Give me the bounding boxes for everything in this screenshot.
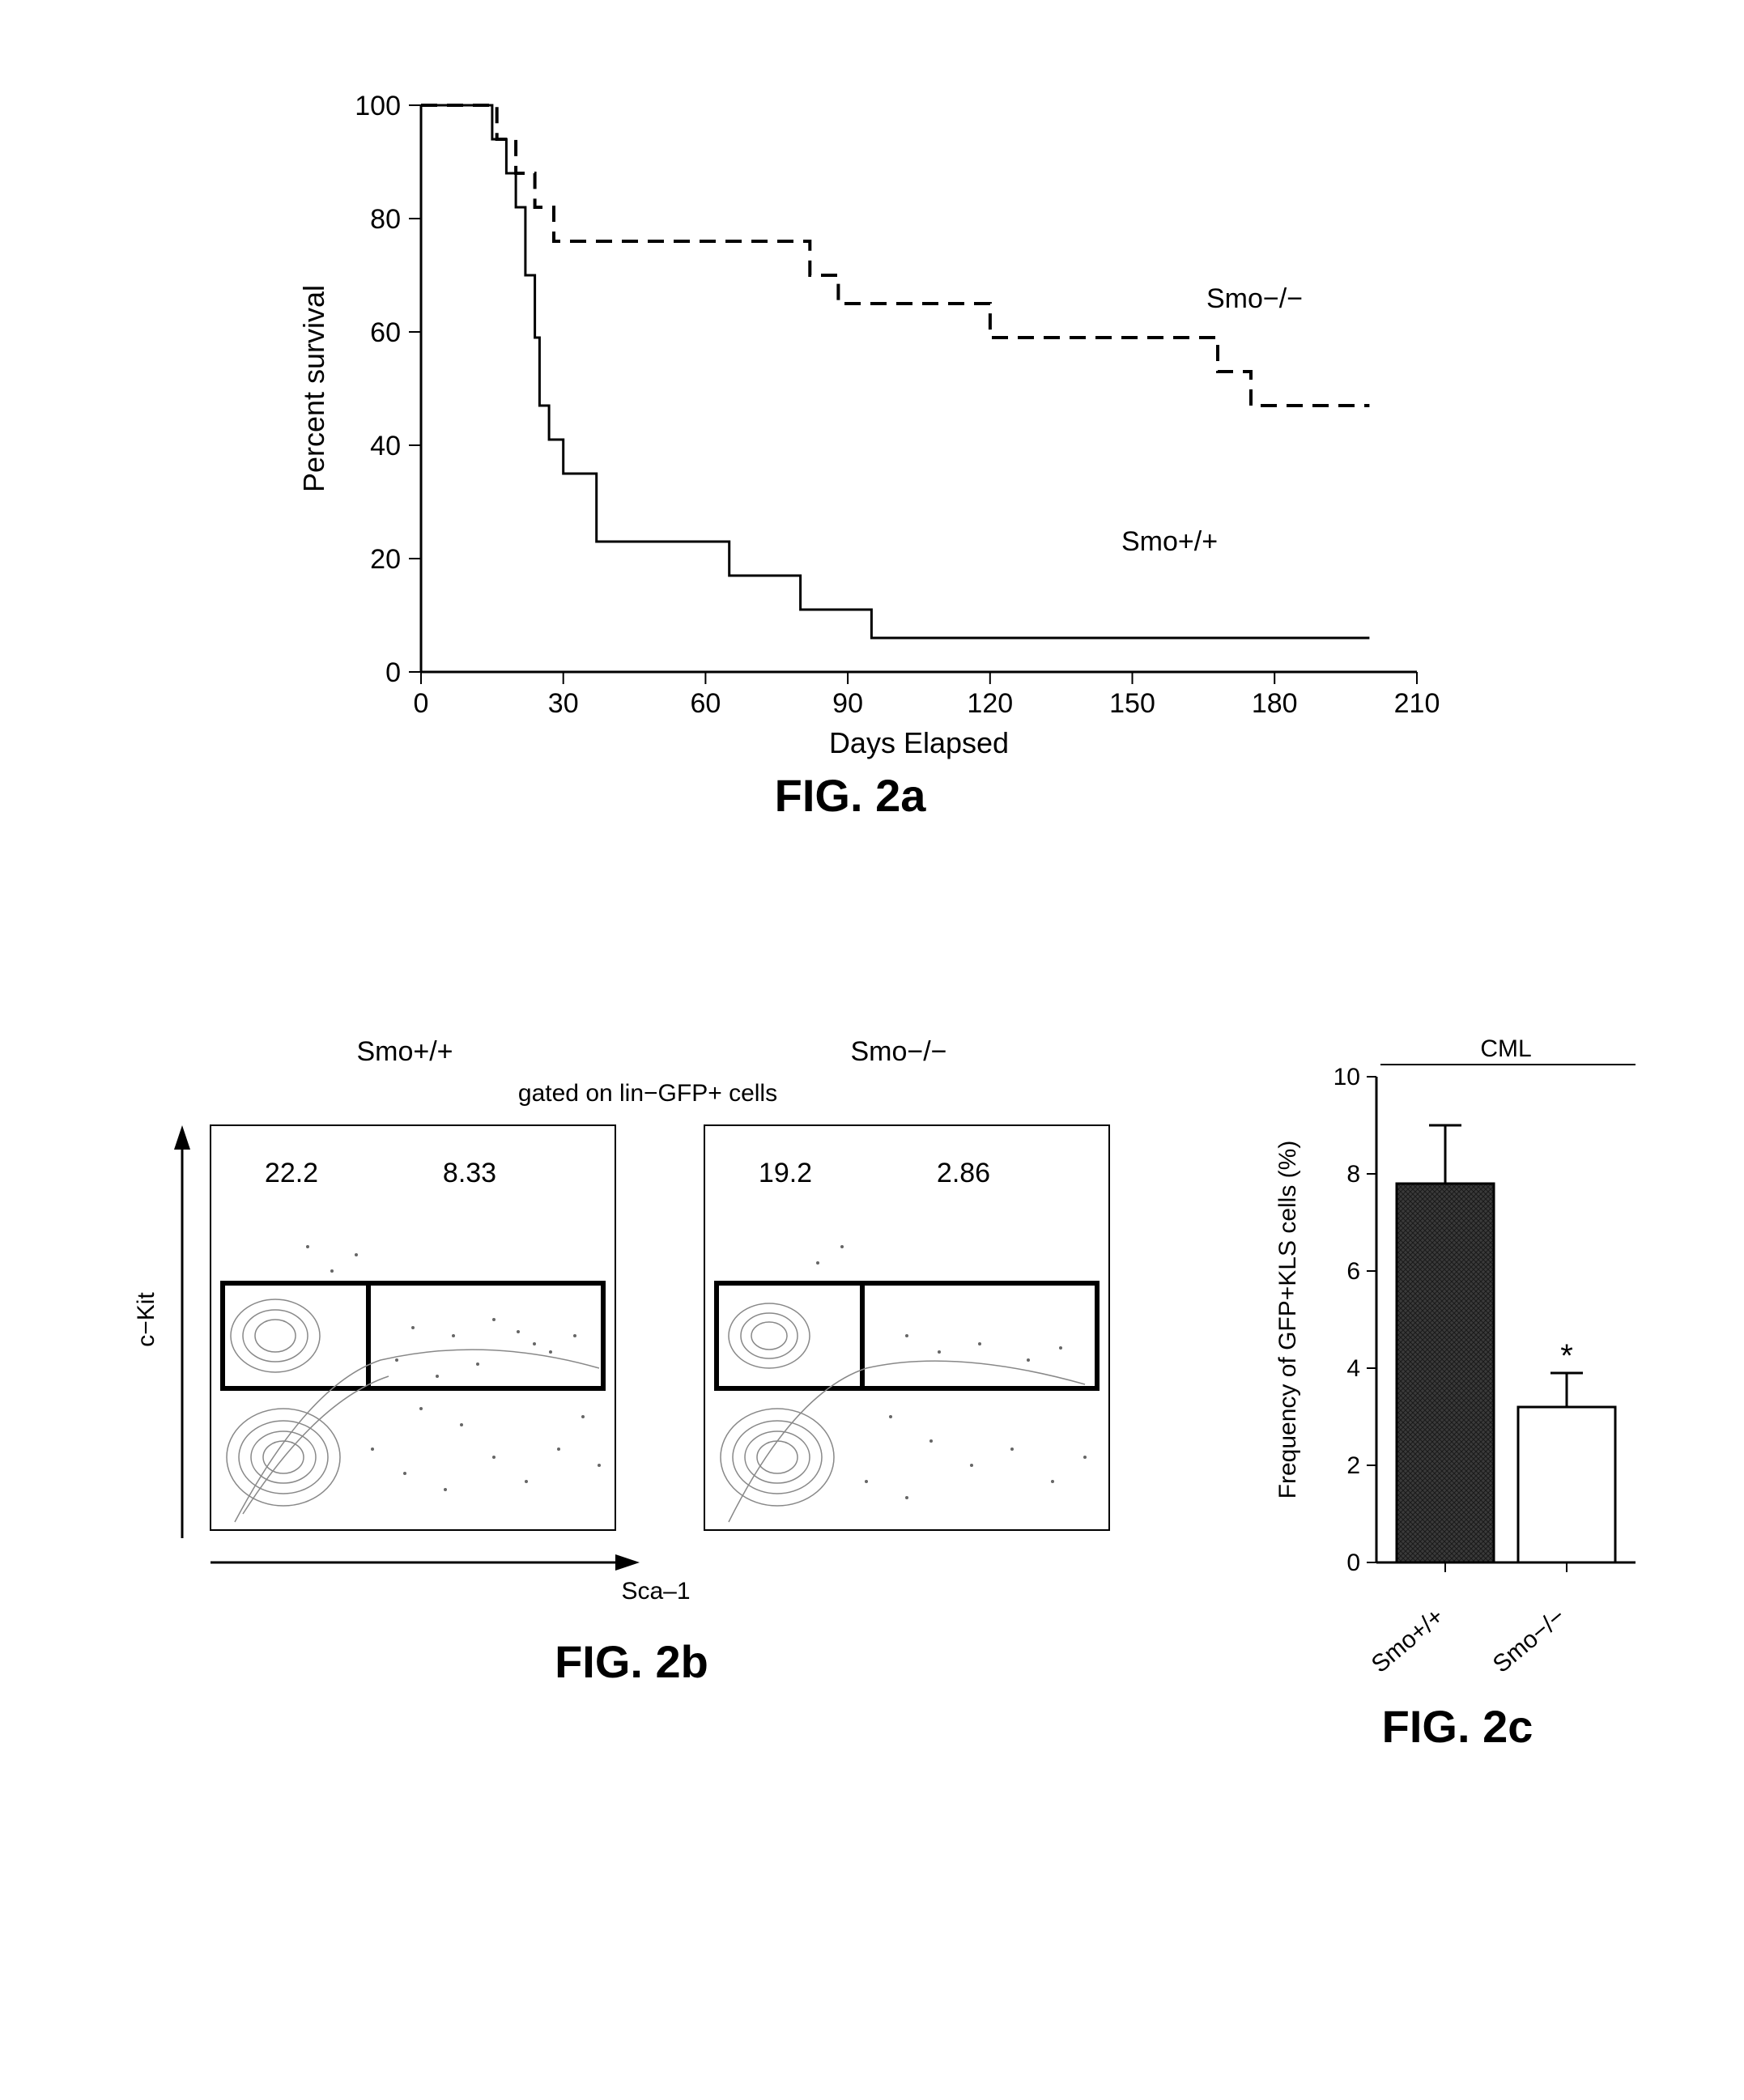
fig2c-ylabel: Frequency of GFP+KLS cells (%) — [1274, 1141, 1301, 1499]
fig2c-chart-title: CML — [1480, 1035, 1531, 1062]
contour-decor — [227, 1299, 599, 1522]
ytick-40: 40 — [370, 431, 401, 461]
fig2b-container: Smo+/+ Smo−/− gated on lin−GFP+ cells c−… — [105, 1012, 1158, 1741]
contour-decor — [721, 1303, 1085, 1522]
fig2b-panel2: 19.2 2.86 — [704, 1125, 1109, 1530]
annot-smo-null: Smo−/− — [1206, 283, 1303, 314]
km-smo-null-line — [421, 105, 1369, 406]
fig2a-xticks: 0 30 60 90 120 150 180 210 — [414, 672, 1440, 719]
ytick-60: 60 — [370, 317, 401, 348]
errorbar-2 — [1550, 1373, 1583, 1407]
fig2a-container: 0 20 40 60 80 100 0 30 60 90 120 150 180… — [243, 65, 1457, 793]
xtick-120: 120 — [967, 688, 1013, 719]
ytick-100: 100 — [355, 91, 401, 121]
ytick-20: 20 — [370, 544, 401, 575]
fig2b-ylabel: c−Kit — [133, 1292, 160, 1347]
fig2c-yticks: 0 2 4 6 8 10 — [1334, 1064, 1376, 1576]
xtick-0: 0 — [414, 688, 429, 719]
ytick-6: 6 — [1346, 1258, 1360, 1285]
fig2b-subtitle: gated on lin−GFP+ cells — [518, 1080, 777, 1107]
sig-asterisk: * — [1560, 1338, 1573, 1374]
fig2c-container: CML 0 2 4 6 8 10 Frequency of GFP+KLS ce… — [1231, 1012, 1684, 1822]
fig2a-yticks: 0 20 40 60 80 100 — [355, 91, 421, 688]
fig2b-chart: Smo+/+ Smo−/− gated on lin−GFP+ cells c−… — [105, 1012, 1158, 1741]
xtick-60: 60 — [690, 688, 721, 719]
fig2b-title: FIG. 2b — [105, 1635, 1158, 1688]
xtick-90: 90 — [832, 688, 863, 719]
ytick-0: 0 — [385, 657, 401, 688]
fig2b-p2-gate2-val: 2.86 — [937, 1158, 990, 1188]
fig2b-p1-gate1-val: 22.2 — [265, 1158, 318, 1188]
fig2b-panel2-label: Smo−/− — [850, 1036, 946, 1067]
fig2b-p1-gate2-val: 8.33 — [443, 1158, 496, 1188]
xtick-180: 180 — [1252, 688, 1298, 719]
ytick-8: 8 — [1346, 1161, 1360, 1188]
cat-smo-wt: Smo+/+ — [1367, 1603, 1449, 1678]
ytick-10: 10 — [1334, 1064, 1360, 1090]
fig2c-title: FIG. 2c — [1231, 1700, 1684, 1753]
fig2b-xlabel: Sca–1 — [621, 1578, 690, 1605]
bar-smo-wt — [1397, 1184, 1494, 1562]
ytick-4: 4 — [1346, 1355, 1360, 1382]
ytick-80: 80 — [370, 204, 401, 235]
xtick-210: 210 — [1394, 688, 1440, 719]
fig2a-ylabel: Percent survival — [297, 285, 330, 492]
fig2a-title: FIG. 2a — [243, 769, 1457, 822]
xtick-30: 30 — [548, 688, 579, 719]
fig2b-p2-gate1-val: 19.2 — [759, 1158, 812, 1188]
fig2a-chart: 0 20 40 60 80 100 0 30 60 90 120 150 180… — [243, 65, 1457, 793]
bar-smo-null — [1518, 1407, 1615, 1562]
fig2a-xlabel: Days Elapsed — [829, 726, 1009, 759]
ytick-0: 0 — [1346, 1549, 1360, 1576]
fig2b-panel1: 22.2 8.33 — [211, 1125, 615, 1530]
annot-smo-wt: Smo+/+ — [1121, 526, 1218, 557]
cat-smo-null: Smo−/− — [1488, 1603, 1571, 1678]
fig2b-panel1-label: Smo+/+ — [356, 1036, 453, 1067]
errorbar-1 — [1429, 1125, 1461, 1184]
xtick-150: 150 — [1109, 688, 1155, 719]
ytick-2: 2 — [1346, 1452, 1360, 1479]
